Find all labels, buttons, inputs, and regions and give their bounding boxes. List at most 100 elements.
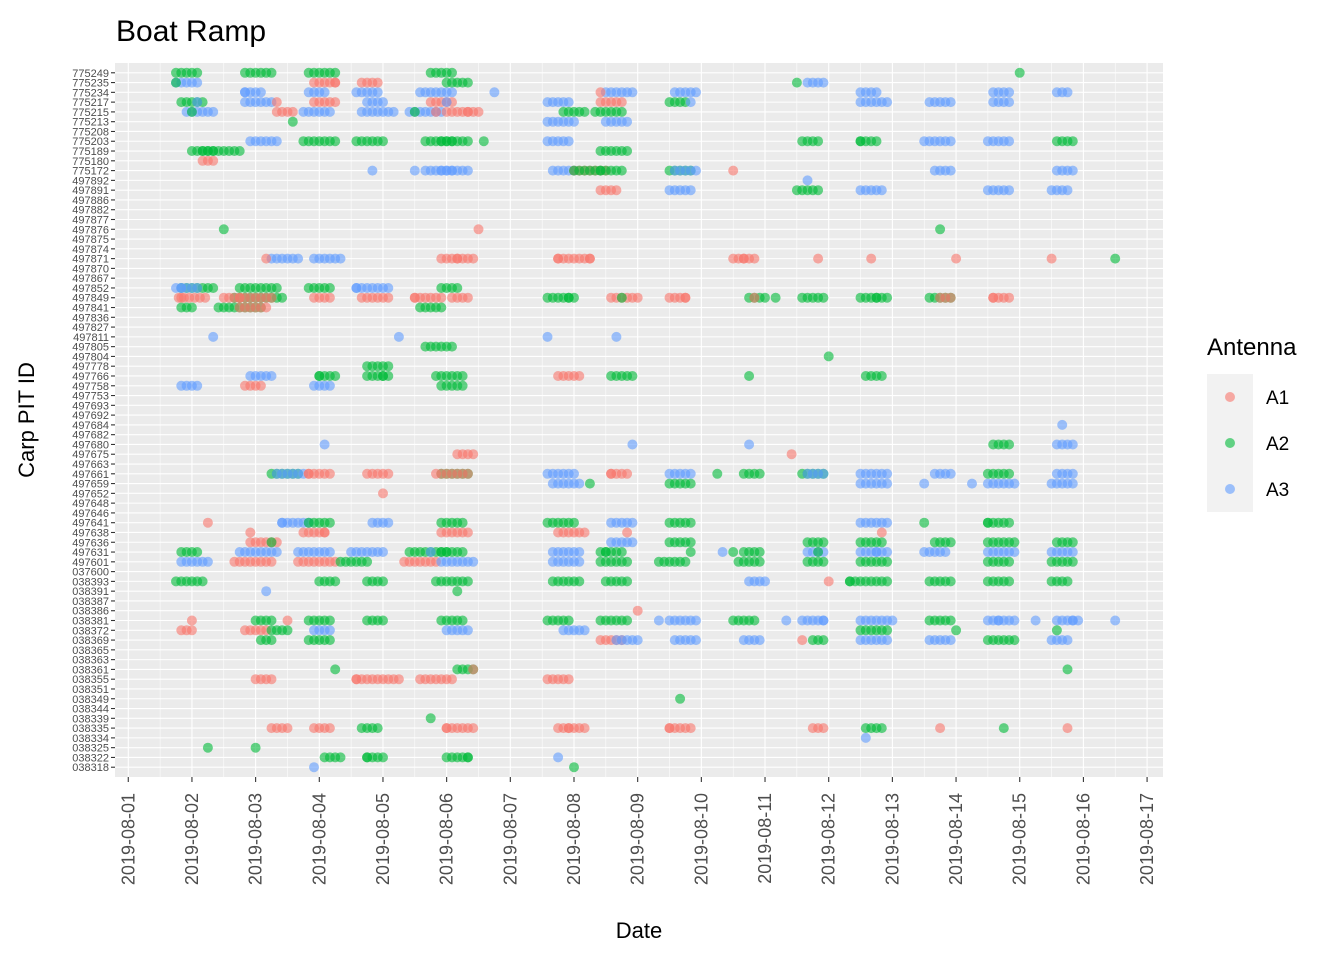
detection-point-a1 [579,527,590,538]
detection-point-a3 [324,625,335,636]
data-points [171,67,1121,773]
detection-point-a2 [685,547,696,557]
y-tick-label: 038365 [72,645,109,657]
y-tick-label: 497805 [72,342,109,354]
detection-point-a1 [324,292,335,303]
detection-point-a2 [314,371,325,381]
x-axis: 2019-08-01 2019-08-02 2019-08-03 2019-08-04… [118,777,1157,885]
detection-point-a3 [882,547,893,557]
detection-point-a1 [436,292,447,303]
detection-point-a1 [266,292,277,303]
detection-point-a1 [245,527,256,538]
detection-point-a1 [324,723,335,734]
detection-point-a3 [192,380,203,391]
detection-point-a3 [277,517,288,528]
detection-point-a3 [945,468,956,479]
detection-point-a3 [860,732,871,743]
detection-point-a2 [563,615,574,626]
detection-point-a2 [1067,136,1078,147]
y-tick-label: 497804 [72,351,109,363]
detection-point-a1 [866,253,877,264]
plot-panel [115,63,1163,777]
detection-point-a2 [1004,556,1015,567]
x-axis-title: Date [616,918,662,943]
detection-point-a3 [1004,97,1015,108]
detection-point-a3 [208,106,219,117]
detection-point-a2 [818,635,829,646]
detection-point-a3 [1067,547,1078,557]
detection-point-a2 [982,517,993,528]
detection-point-a3 [691,165,701,176]
y-tick-label: 038325 [72,743,109,755]
detection-point-a3 [409,165,420,176]
y-tick-label: 038318 [72,762,109,774]
detection-point-a1 [372,77,383,88]
legend-title: Antenna [1207,334,1297,361]
detection-point-a2 [844,576,855,587]
detection-point-a2 [882,556,893,567]
detection-point-a1 [287,106,298,117]
detection-point-a3 [579,625,590,636]
y-tick-label: 497836 [72,312,109,324]
detection-point-a3 [1004,185,1015,196]
detection-point-a3 [441,97,452,108]
detection-point-a3 [309,762,319,773]
y-tick-label: 497753 [72,391,109,403]
detection-point-a2 [1062,576,1073,587]
y-tick-label: 775172 [72,166,109,178]
detection-point-a3 [367,165,378,176]
detection-point-a2 [712,468,723,479]
y-tick-label: 497870 [72,263,109,275]
x-tick-label: 2019-08-02 [182,793,202,885]
detection-point-a1 [823,576,834,587]
detection-point-a2 [945,615,956,626]
detection-point-a2 [1009,635,1020,646]
detection-point-a2 [871,136,882,147]
detection-point-a2 [1004,439,1015,450]
detection-point-a2 [447,67,457,78]
x-tick-label: 2019-08-01 [118,793,138,885]
y-tick-label: 038339 [72,713,109,725]
y-tick-label: 497867 [72,273,109,285]
y-tick-label: 497827 [72,322,109,334]
detection-point-a3 [335,253,346,264]
detection-point-a2 [208,283,219,293]
detection-point-a2 [569,762,579,773]
detection-point-a1 [553,253,564,264]
detection-point-a2 [685,478,696,489]
y-tick-label: 497877 [72,214,109,226]
detection-point-a2 [478,136,489,147]
detection-point-a2 [1009,537,1020,548]
y-tick-label: 497758 [72,381,109,393]
legend-key-a2 [1225,438,1235,448]
x-tick-label: 2019-08-09 [628,793,648,885]
detection-point-a1 [951,253,962,264]
detection-point-a1 [632,292,643,303]
detection-point-a1 [462,292,473,303]
detection-point-a2 [728,547,739,557]
x-tick-label: 2019-08-13 [882,793,902,885]
detection-point-a3 [781,615,792,626]
detection-point-a2 [378,576,388,587]
detection-point-a3 [627,517,638,528]
y-tick-label: 775180 [72,156,109,168]
detection-point-a2 [436,302,447,313]
x-tick-label: 2019-08-12 [819,793,839,885]
detection-point-a3 [945,635,956,646]
detection-point-a3 [240,87,250,98]
legend-label-a2: A2 [1266,434,1289,455]
y-tick-label: 497636 [72,537,109,549]
detection-point-a2 [945,576,956,587]
detection-point-a2 [287,116,298,127]
detection-point-a3 [882,635,893,646]
detection-point-a1 [324,468,335,479]
detection-point-a3 [818,615,829,626]
detection-point-a1 [685,723,696,734]
detection-point-a1 [282,723,293,734]
y-tick-label: 497882 [72,205,109,217]
detection-point-a2 [218,224,229,235]
detection-point-a2 [330,136,341,147]
detection-point-a1 [186,625,197,636]
detection-point-a3 [1009,615,1020,626]
detection-point-a2 [266,615,277,626]
